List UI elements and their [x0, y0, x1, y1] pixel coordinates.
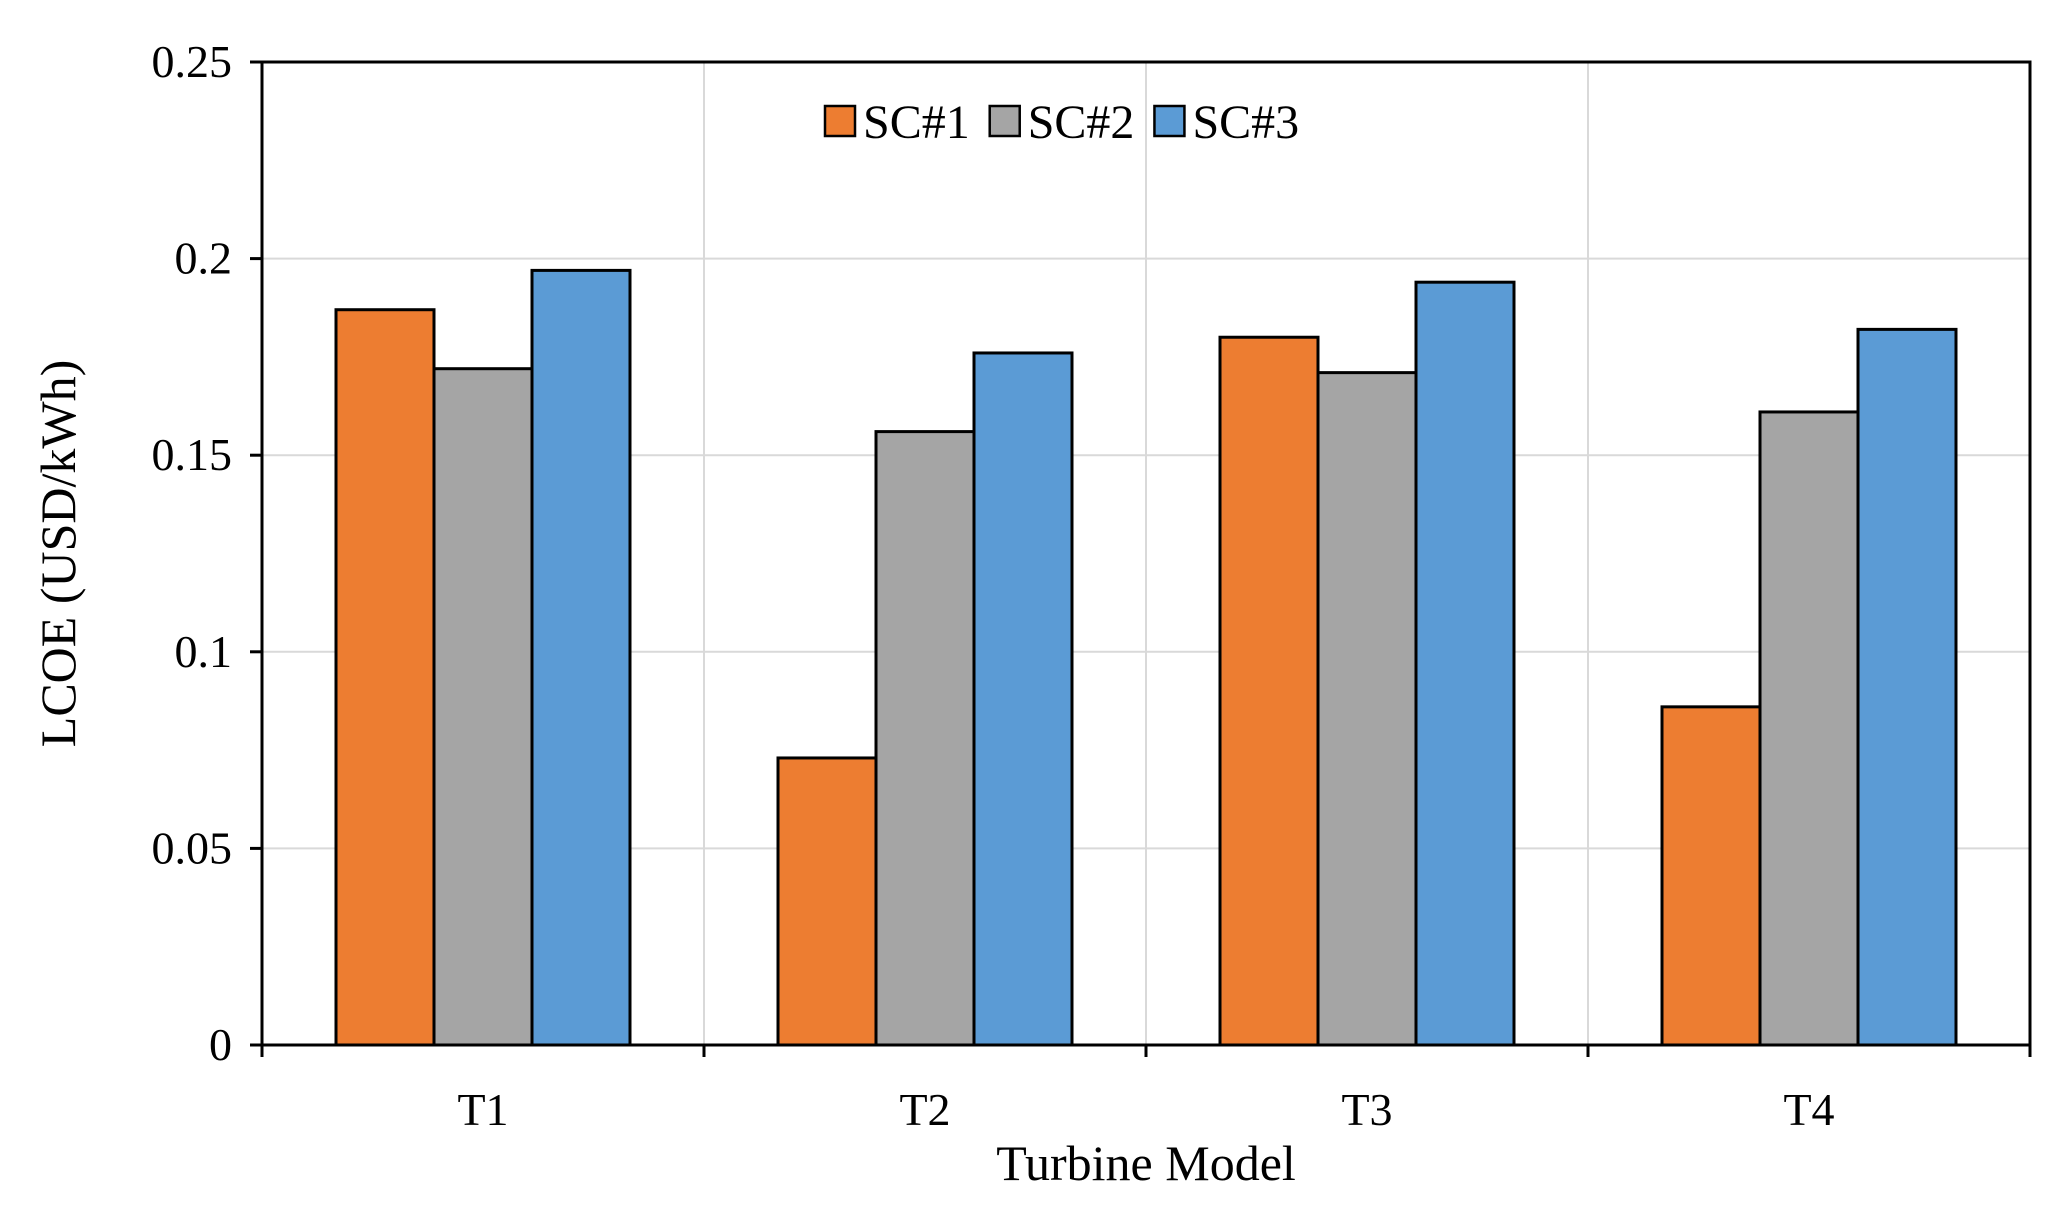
- bar-t2-series-2: [874, 430, 976, 1047]
- y-axis: 0 0.05 0.1 0.15 0.2 0.25: [152, 36, 262, 1070]
- x-axis: T1 T2 T3 T4: [260, 1045, 2032, 1135]
- y-tick-label: 0.05: [152, 822, 233, 873]
- y-tick-label: 0: [209, 1019, 232, 1070]
- legend-swatch: [1153, 104, 1186, 138]
- x-tick-label: T2: [899, 1084, 950, 1135]
- legend-swatch: [988, 104, 1021, 138]
- bar-t4-series-2: [1758, 410, 1860, 1047]
- x-tick-label: T1: [457, 1084, 508, 1135]
- x-tick-label: T3: [1341, 1084, 1392, 1135]
- bar-t4-series-1: [1660, 705, 1762, 1047]
- legend-swatch: [823, 104, 857, 138]
- y-tick-label: 0.2: [175, 233, 233, 284]
- legend-label: SC#2: [1028, 96, 1135, 149]
- y-axis-title: LCOE (USD/kWh): [30, 360, 86, 747]
- bar-t1-series-1: [334, 308, 436, 1047]
- bar-t2-series-3: [972, 351, 1074, 1047]
- bar-t3-series-1: [1218, 335, 1320, 1047]
- y-tick-label: 0.15: [152, 429, 233, 480]
- y-tick-label: 0.25: [152, 36, 233, 87]
- x-axis-title: Turbine Model: [996, 1135, 1296, 1191]
- legend-label: SC#3: [1192, 96, 1299, 149]
- bar-t3-series-2: [1316, 371, 1418, 1047]
- bar-t2-series-1: [776, 756, 878, 1047]
- legend-label: SC#1: [863, 96, 970, 149]
- y-tick-label: 0.1: [175, 626, 233, 677]
- legend: SC#1 SC#2 SC#3: [823, 96, 1299, 149]
- bar-t1-series-3: [530, 268, 632, 1047]
- bar-t3-series-3: [1414, 280, 1516, 1047]
- bar-t1-series-2: [432, 367, 534, 1047]
- x-tick-label: T4: [1783, 1084, 1834, 1135]
- bar-t4-series-3: [1856, 327, 1958, 1047]
